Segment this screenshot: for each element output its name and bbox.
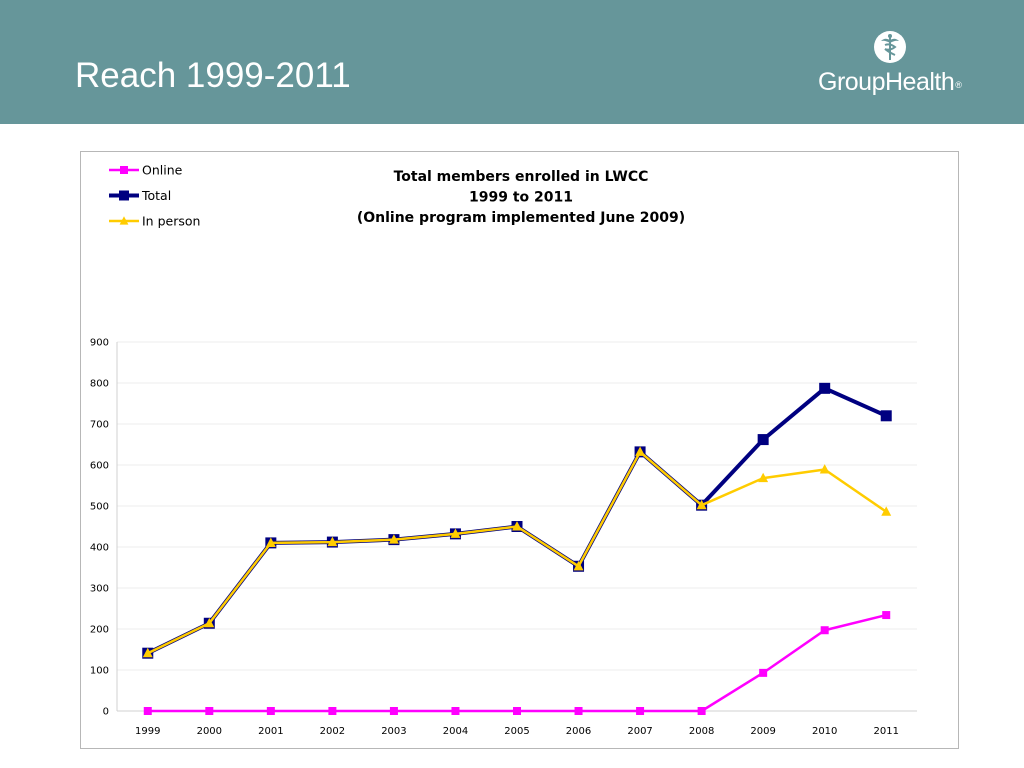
data-point-in-person: [881, 506, 892, 516]
data-point-in-person: [204, 617, 215, 628]
data-point-in-person: [758, 472, 769, 483]
legend-label-in-person: In person: [142, 214, 200, 229]
data-point-online: [205, 707, 214, 715]
x-tick-label: 2011: [874, 726, 899, 737]
x-tick-label: 2008: [689, 726, 714, 737]
slide-title: Reach 1999-2011: [75, 56, 351, 95]
y-tick-label: 200: [90, 625, 109, 636]
y-tick-label: 600: [90, 461, 109, 472]
x-tick-label: 2003: [381, 726, 406, 737]
x-tick-label: 1999: [135, 726, 160, 737]
x-tick-label: 2005: [504, 726, 529, 737]
x-tick-label: 2006: [566, 726, 591, 737]
legend-marker-online: [120, 166, 128, 174]
data-point-total: [819, 382, 831, 394]
x-tick-label: 2009: [750, 726, 775, 737]
series-line-in-person: [147, 450, 887, 655]
data-point-in-person: [635, 446, 646, 456]
y-tick-label: 100: [90, 666, 109, 677]
data-point-online: [328, 707, 337, 715]
y-tick-label: 0: [103, 707, 109, 718]
y-tick-label: 400: [90, 543, 109, 554]
x-tick-label: 2007: [627, 726, 652, 737]
data-point-online: [389, 707, 398, 715]
data-point-online: [574, 707, 583, 715]
data-point-online: [266, 707, 275, 715]
data-point-in-person: [512, 521, 522, 531]
legend-label-total: Total: [141, 188, 171, 203]
legend-label-online: Online: [142, 163, 183, 178]
data-point-in-person: [450, 528, 461, 538]
data-point-in-person: [573, 560, 584, 571]
data-point-online: [513, 707, 521, 715]
chart-title-line: 1999 to 2011: [469, 190, 573, 206]
data-point-in-person: [388, 534, 399, 544]
data-point-in-person: [819, 464, 830, 474]
registered-mark: ®: [955, 80, 962, 90]
x-tick-label: 2001: [258, 726, 283, 737]
y-tick-label: 300: [90, 584, 109, 595]
data-point-in-person: [327, 536, 338, 547]
data-point-online: [451, 707, 460, 715]
logo-wordmark: GroupHealth®: [818, 68, 962, 96]
x-tick-label: 2002: [320, 726, 345, 737]
x-tick-label: 2004: [443, 726, 468, 737]
y-tick-label: 900: [90, 338, 109, 349]
chart-title: Total members enrolled in LWCC 1999 to 20…: [357, 169, 685, 226]
data-point-online: [636, 707, 645, 715]
series-line-total: [146, 386, 888, 655]
legend-marker-in-person: [119, 216, 129, 225]
data-point-online: [697, 707, 706, 715]
grouphealth-logo: GroupHealth®: [818, 30, 978, 102]
data-point-online: [882, 611, 891, 620]
chart-title-line: (Online program implemented June 2009): [357, 210, 685, 226]
data-point-online: [820, 626, 829, 635]
data-point-total: [880, 410, 892, 422]
data-point-online: [759, 668, 768, 677]
chart-title-line: Total members enrolled in LWCC: [394, 169, 649, 185]
data-point-in-person: [265, 537, 276, 547]
caduceus-icon: [874, 31, 906, 63]
enrollment-line-chart: Total members enrolled in LWCC 1999 to 20…: [90, 163, 917, 737]
legend-marker-total: [119, 190, 129, 201]
chart-frame: Total members enrolled in LWCC 1999 to 20…: [80, 151, 959, 749]
x-tick-label: 2010: [812, 726, 837, 737]
data-point-online: [143, 707, 152, 715]
y-tick-label: 700: [90, 420, 109, 431]
x-tick-label: 2000: [197, 726, 222, 737]
data-point-total: [757, 434, 769, 446]
y-tick-label: 500: [90, 502, 109, 513]
y-tick-label: 800: [90, 379, 109, 390]
data-point-in-person: [142, 647, 153, 658]
slide-header: Reach 1999-2011 GroupHealth®: [0, 0, 1024, 124]
data-point-in-person: [696, 499, 707, 510]
